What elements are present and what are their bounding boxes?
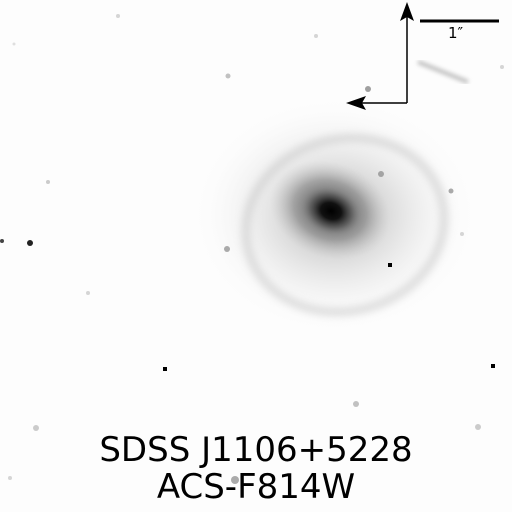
star: [500, 65, 504, 69]
galaxy-core: [301, 187, 361, 235]
compass: [346, 2, 414, 110]
filter-name: ACS-F814W: [156, 467, 356, 507]
star: [8, 476, 12, 480]
star: [86, 291, 90, 295]
star: [224, 246, 230, 252]
star: [491, 364, 495, 368]
star: [460, 232, 464, 236]
star: [353, 401, 359, 407]
star: [314, 34, 318, 38]
star: [12, 42, 16, 46]
star: [163, 367, 167, 371]
star: [46, 180, 50, 184]
star: [365, 86, 371, 92]
star: [0, 239, 4, 243]
star: [116, 14, 120, 18]
star: [231, 476, 239, 484]
star: [388, 263, 392, 267]
star: [27, 240, 33, 246]
star: [378, 171, 384, 177]
arrow-left-icon: [346, 96, 366, 110]
scale-bar-label: 1″: [448, 24, 464, 42]
streak: [417, 60, 469, 84]
star: [475, 424, 481, 430]
target-name: SDSS J1106+5228: [99, 430, 413, 470]
star: [225, 73, 231, 79]
star: [448, 188, 454, 194]
galaxy-ring: [241, 133, 449, 317]
star: [33, 425, 39, 431]
arrow-up-icon: [400, 2, 414, 21]
field-stars: [0, 14, 504, 484]
